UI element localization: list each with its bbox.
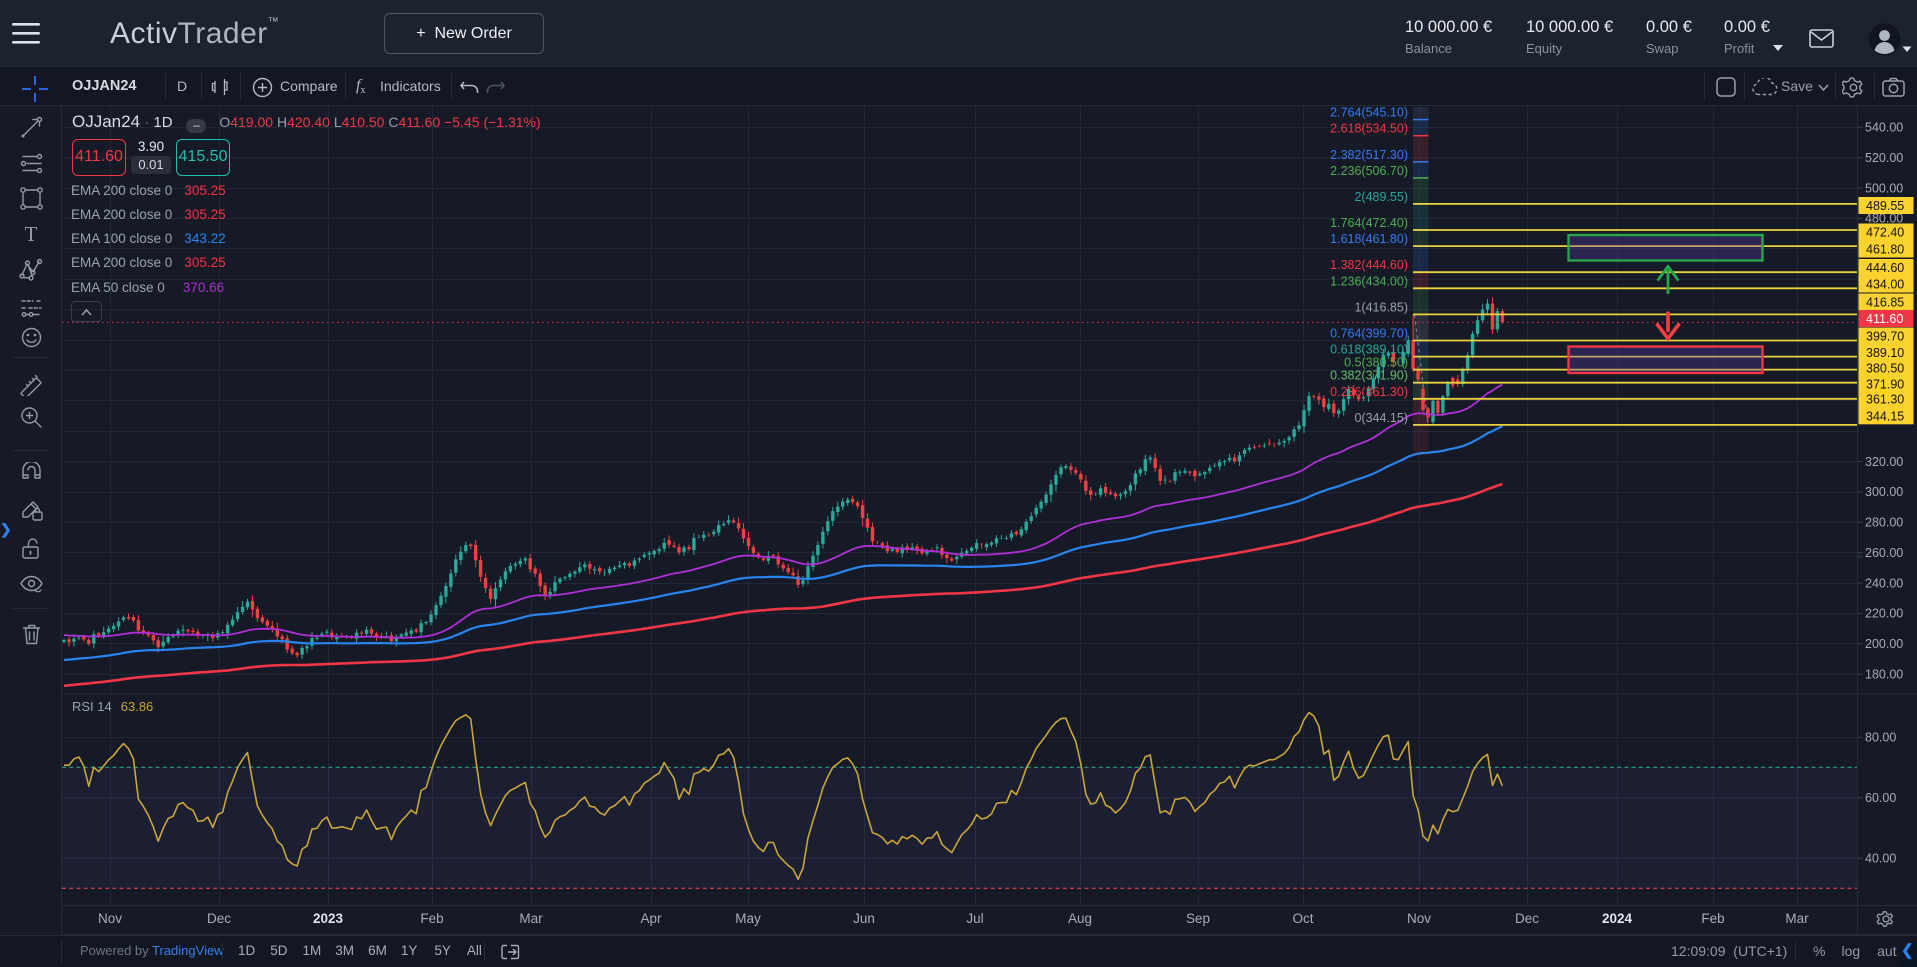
svg-text:380.50: 380.50: [1866, 362, 1904, 376]
svg-text:May: May: [735, 911, 761, 926]
svg-text:320.00: 320.00: [1865, 455, 1903, 469]
svg-text:472.40: 472.40: [1866, 226, 1904, 240]
svg-text:2(489.55): 2(489.55): [1354, 190, 1408, 204]
svg-text:Dec: Dec: [207, 911, 231, 926]
svg-text:361.30: 361.30: [1866, 393, 1904, 407]
svg-text:0.5(380.50): 0.5(380.50): [1344, 356, 1408, 370]
svg-text:Sep: Sep: [1186, 911, 1210, 926]
svg-text:Feb: Feb: [420, 911, 443, 926]
svg-text:480.00: 480.00: [1865, 212, 1903, 226]
svg-text:200.00: 200.00: [1865, 637, 1903, 651]
svg-text:180.00: 180.00: [1865, 668, 1903, 682]
svg-text:500.00: 500.00: [1865, 181, 1903, 195]
svg-text:444.60: 444.60: [1866, 261, 1904, 275]
svg-text:2.618(534.50): 2.618(534.50): [1330, 122, 1408, 136]
svg-text:2.382(517.30): 2.382(517.30): [1330, 148, 1408, 162]
svg-text:Jul: Jul: [966, 911, 983, 926]
svg-text:520.00: 520.00: [1865, 151, 1903, 165]
svg-text:Feb: Feb: [1701, 911, 1724, 926]
svg-text:0(344.15): 0(344.15): [1354, 411, 1408, 425]
svg-text:2024: 2024: [1602, 911, 1633, 926]
svg-text:80.00: 80.00: [1865, 730, 1896, 744]
svg-text:1.618(461.80): 1.618(461.80): [1330, 232, 1408, 246]
svg-text:Nov: Nov: [98, 911, 122, 926]
svg-text:40.00: 40.00: [1865, 851, 1896, 865]
svg-text:434.00: 434.00: [1866, 278, 1904, 292]
svg-text:Mar: Mar: [1785, 911, 1809, 926]
svg-text:2023: 2023: [313, 911, 344, 926]
svg-text:Jun: Jun: [853, 911, 875, 926]
svg-text:0.764(399.70): 0.764(399.70): [1330, 327, 1408, 341]
svg-text:0.382(371.90): 0.382(371.90): [1330, 369, 1408, 383]
svg-text:2.236(506.70): 2.236(506.70): [1330, 164, 1408, 178]
svg-text:260.00: 260.00: [1865, 546, 1903, 560]
svg-text:540.00: 540.00: [1865, 121, 1903, 135]
svg-text:220.00: 220.00: [1865, 607, 1903, 621]
svg-text:461.80: 461.80: [1866, 243, 1904, 257]
svg-text:Dec: Dec: [1515, 911, 1539, 926]
svg-text:60.00: 60.00: [1865, 791, 1896, 805]
svg-text:280.00: 280.00: [1865, 516, 1903, 530]
svg-text:1.764(472.40): 1.764(472.40): [1330, 216, 1408, 230]
svg-text:240.00: 240.00: [1865, 576, 1903, 590]
svg-text:Apr: Apr: [640, 911, 662, 926]
svg-text:Mar: Mar: [519, 911, 543, 926]
svg-text:Aug: Aug: [1068, 911, 1092, 926]
svg-text:399.70: 399.70: [1866, 330, 1904, 344]
svg-text:0.618(389.10): 0.618(389.10): [1330, 343, 1408, 357]
svg-text:411.60: 411.60: [1866, 312, 1903, 326]
svg-text:Nov: Nov: [1407, 911, 1431, 926]
svg-text:1.236(434.00): 1.236(434.00): [1330, 274, 1408, 288]
svg-text:300.00: 300.00: [1865, 485, 1903, 499]
svg-text:489.55: 489.55: [1866, 199, 1904, 213]
svg-text:Oct: Oct: [1292, 911, 1313, 926]
svg-text:344.15: 344.15: [1866, 409, 1904, 423]
svg-text:416.85: 416.85: [1866, 296, 1904, 310]
svg-text:1(416.85): 1(416.85): [1354, 300, 1408, 314]
svg-text:389.10: 389.10: [1866, 346, 1904, 360]
svg-text:0.236(361.30): 0.236(361.30): [1330, 385, 1408, 399]
svg-text:371.90: 371.90: [1866, 378, 1904, 392]
svg-text:2.764(545.10): 2.764(545.10): [1330, 106, 1408, 120]
svg-text:1.382(444.60): 1.382(444.60): [1330, 258, 1408, 272]
